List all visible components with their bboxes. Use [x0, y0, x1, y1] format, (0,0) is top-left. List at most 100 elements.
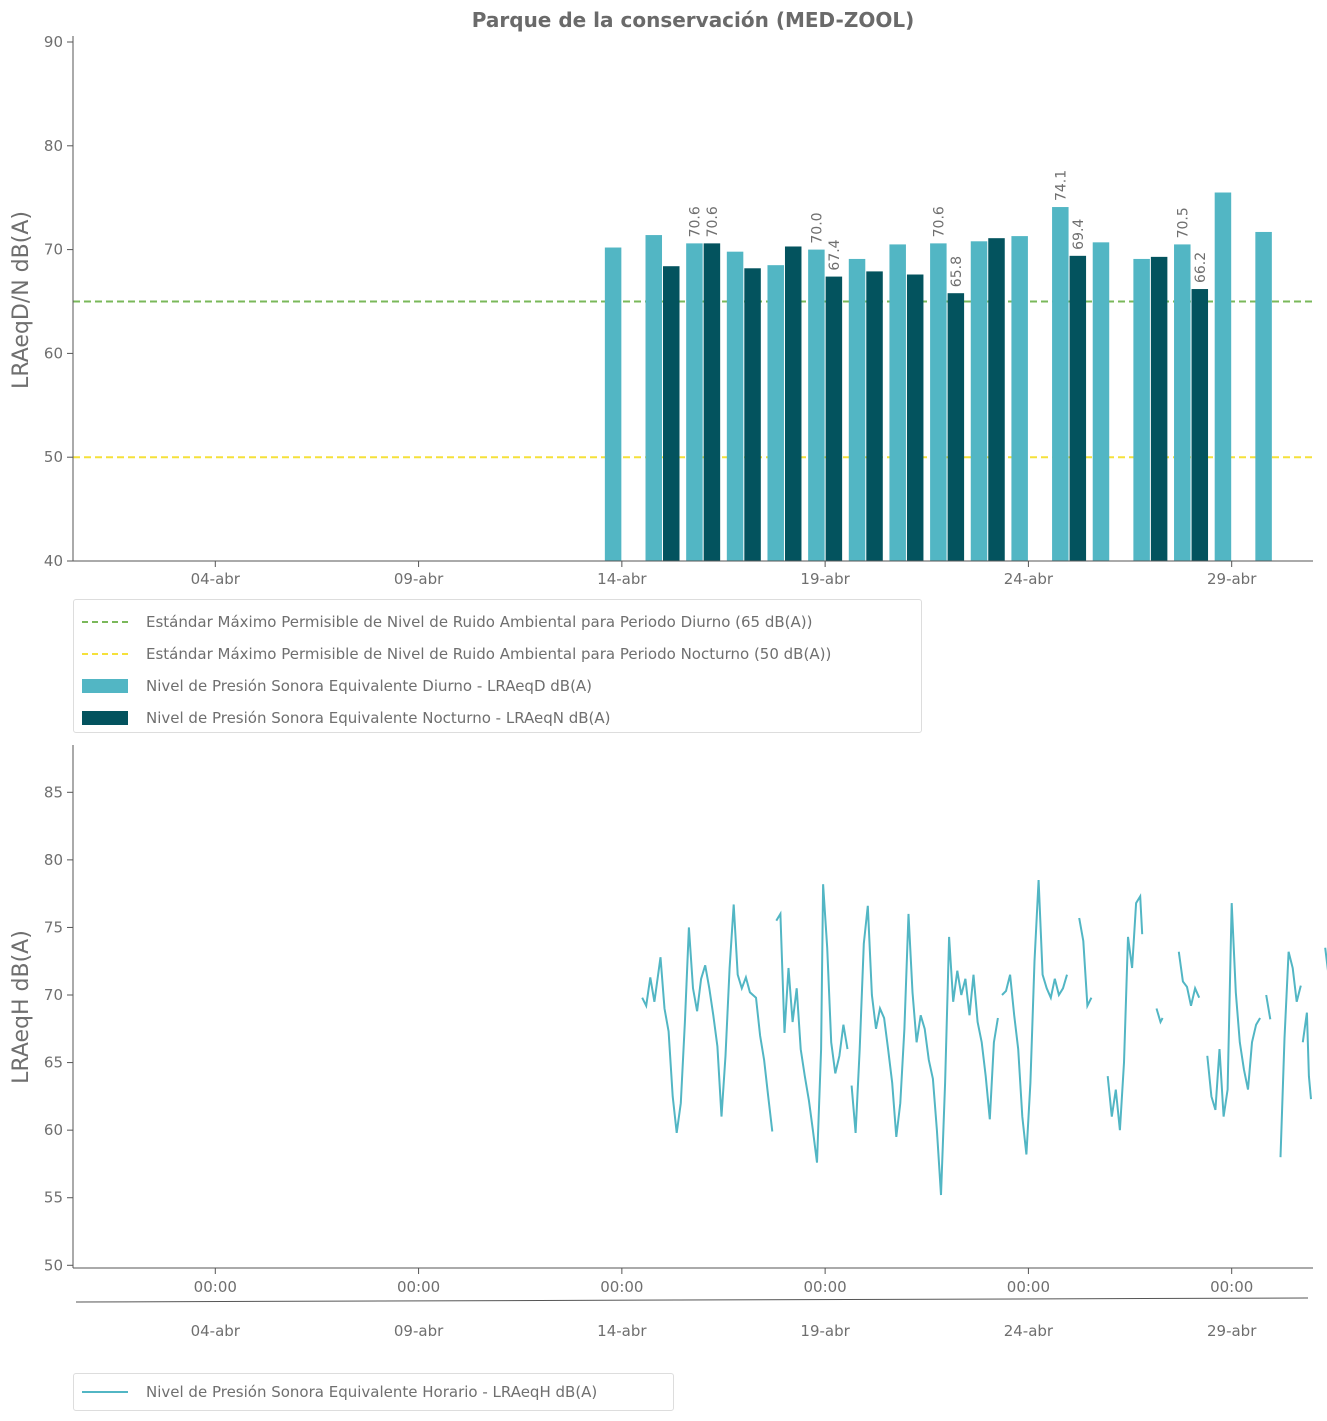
dashed-line-swatch [82, 653, 128, 655]
y-tick-label: 40 [44, 552, 63, 570]
bar-value-label: 74.1 [1053, 170, 1069, 201]
x-tick-time-label: 00:00 [397, 1278, 440, 1296]
line-segment [1265, 994, 1272, 1020]
bar-day [1174, 244, 1191, 561]
bar-day [970, 241, 988, 561]
y-tick-label: 50 [44, 448, 63, 466]
y-tick-label: 55 [44, 1189, 63, 1207]
bar-value-label: 70.5 [1175, 207, 1191, 238]
y-tick-label: 90 [44, 33, 63, 51]
x-tick-date-label: 04-abr [191, 1322, 241, 1340]
x-tick-time-label: 00:00 [194, 1278, 237, 1296]
x-tick-time-label: 00:00 [600, 1278, 643, 1296]
bar-day [1092, 242, 1110, 562]
legend-label: Nivel de Presión Sonora Equivalente Noct… [146, 709, 611, 727]
bar-night [663, 266, 680, 561]
bar-value-label: 70.6 [687, 206, 703, 237]
bar-day [686, 243, 703, 561]
legend-label: Nivel de Presión Sonora Equivalente Diur… [146, 677, 593, 695]
bar-value-label: 67.4 [827, 239, 843, 270]
bar-day [930, 243, 947, 561]
x-tick-label: 04-abr [191, 570, 241, 588]
bar-day [808, 249, 825, 561]
bar-day [645, 235, 663, 561]
y-tick-label: 85 [44, 783, 63, 801]
bar-day [726, 251, 744, 561]
x-ticks-bottom: 00:00 04-abr 00:00 09-abr 00:00 14-abr 00:00 19… [191, 1268, 1257, 1340]
line-segment [1155, 1008, 1164, 1025]
legend-item-day: Nivel de Presión Sonora Equivalente Diur… [82, 670, 911, 702]
bar-chart: 70.6 70.0 70.6 74.1 70.5 70.6 67.4 65.8 69.4 66.2… [9, 33, 1313, 588]
x-tick-date-label: 24-abr [1004, 1322, 1054, 1340]
y-tick-label: 65 [44, 1054, 63, 1072]
legend-label: Estándar Máximo Permisible de Nivel de R… [146, 613, 813, 631]
bar-night [866, 271, 883, 561]
x-tick-date-label: 09-abr [394, 1322, 444, 1340]
y-tick-label: 80 [44, 851, 63, 869]
bar-day [1214, 192, 1232, 561]
bar-night [1191, 289, 1209, 561]
bar-day [604, 247, 622, 562]
legend-item-std-day: Estándar Máximo Permisible de Nivel de R… [82, 606, 911, 638]
legend-label: Nivel de Presión Sonora Equivalente Hora… [146, 1383, 598, 1401]
y-axis-title-bottom: LRAeqH dB(A) [9, 930, 34, 1084]
bar-day [1011, 236, 1028, 561]
bar-night [1069, 255, 1087, 561]
x-tick-time-label: 00:00 [1007, 1278, 1050, 1296]
x-tick-label: 14-abr [597, 570, 647, 588]
y-tick-label: 50 [44, 1256, 63, 1274]
legend-item-std-night: Estándar Máximo Permisible de Nivel de R… [82, 638, 911, 670]
bar-day [848, 258, 866, 561]
bar-night [825, 276, 843, 561]
bar-value-label: 70.6 [931, 206, 947, 237]
x-tick-time-label: 00:00 [804, 1278, 847, 1296]
bar-day [1133, 258, 1150, 561]
bar-swatch [82, 711, 128, 725]
bar-day [1255, 231, 1272, 562]
x-tick-date-label: 14-abr [597, 1322, 647, 1340]
legend-top: Estándar Máximo Permisible de Nivel de R… [73, 599, 922, 733]
line-segment [1279, 951, 1302, 1158]
line-segment [1206, 903, 1261, 1117]
y-tick-label: 60 [44, 344, 63, 362]
x-tick-label: 24-abr [1004, 570, 1054, 588]
bar-day [1052, 207, 1069, 562]
legend-label: Estándar Máximo Permisible de Nivel de R… [146, 645, 832, 663]
bar-swatch [82, 679, 128, 693]
bar-night [906, 274, 924, 561]
bar-value-label: 70.6 [705, 206, 721, 237]
x-ticks: 04-abr 09-abr 14-abr 19-abr 24-abr 29-abr [191, 561, 1257, 588]
bar-value-label: 65.8 [949, 256, 965, 287]
line-swatch [82, 1391, 128, 1393]
y-tick-label: 80 [44, 137, 63, 155]
bars [604, 192, 1272, 562]
y-axis-title: LRAeqD/N dB(A) [9, 211, 34, 389]
line-segment [1177, 951, 1201, 1007]
line-segment [1301, 1012, 1312, 1100]
bar-night [947, 293, 965, 561]
y-tick-label: 75 [44, 918, 63, 936]
line-segment [1106, 893, 1144, 1131]
bar-night [1150, 256, 1168, 561]
x-tick-label: 19-abr [800, 570, 850, 588]
x-tick-label: 29-abr [1207, 570, 1257, 588]
y-tick-label: 70 [44, 986, 63, 1004]
y-ticks: 40 50 60 70 80 90 [44, 33, 73, 570]
legend-item-hourly: Nivel de Presión Sonora Equivalente Hora… [82, 1376, 663, 1408]
y-tick-label: 70 [44, 241, 63, 259]
x-tick-time-label: 00:00 [1210, 1278, 1253, 1296]
bar-value-label: 66.2 [1193, 252, 1209, 283]
bar-value-label: 69.4 [1071, 219, 1087, 250]
date-axis-line [75, 1297, 1309, 1303]
line-segment [775, 884, 849, 1163]
x-tick-date-label: 19-abr [800, 1322, 850, 1340]
bar-night [744, 268, 761, 561]
bar-labels: 70.6 70.0 70.6 74.1 70.5 70.6 67.4 65.8 69.4 66.2 [687, 170, 1208, 287]
bar-night [703, 243, 721, 561]
bar-day [767, 265, 784, 561]
dashed-line-swatch [82, 621, 128, 623]
line-segment [850, 905, 999, 1196]
bar-day [889, 244, 906, 561]
line-segment [1078, 917, 1093, 1010]
